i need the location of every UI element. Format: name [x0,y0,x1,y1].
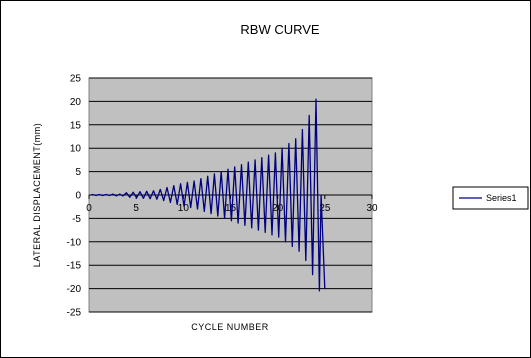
y-axis-ticks: 25 20 15 10 5 0 -5 -10 -15 -20 -25 [67,74,82,319]
x-axis-label: CYCLE NUMBER [191,322,269,332]
x-tick-label: 25 [319,203,331,214]
y-tick-label: 15 [70,120,82,131]
y-tick-label: 20 [70,97,82,108]
y-tick-label: 25 [70,74,82,85]
y-axis-label: LATERAL DISPLACEMENT(mm) [32,123,42,268]
x-tick-label: 10 [178,203,190,214]
y-tick-label: -10 [67,237,82,248]
y-tick-label: -25 [67,308,82,319]
legend: Series1 [452,186,529,210]
legend-box [452,186,529,210]
x-tick-label: 5 [133,203,139,214]
y-tick-label: -15 [67,261,82,272]
x-tick-label: 0 [86,203,92,214]
y-tick-label: 0 [75,191,81,202]
x-tick-label: 30 [366,203,378,214]
legend-label-series1: Series1 [486,193,517,203]
y-tick-label: -20 [67,284,82,295]
y-tick-label: -5 [72,214,81,225]
y-tick-label: 5 [75,167,81,178]
series-line-series1 [90,98,326,292]
chart-title: RBW CURVE [240,22,320,37]
y-tick-label: 10 [70,144,82,155]
